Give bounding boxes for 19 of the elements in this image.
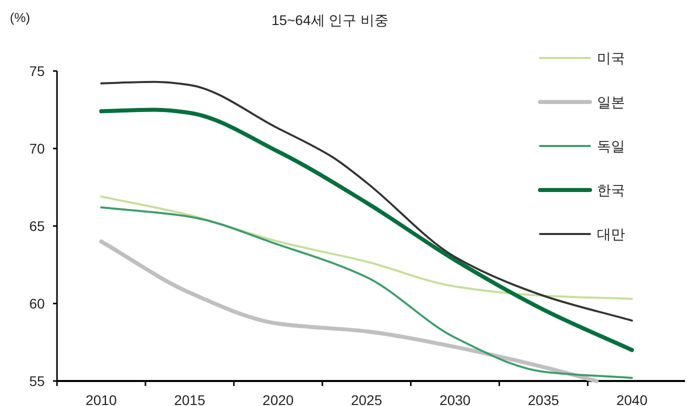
x-tick-label: 2025 xyxy=(351,392,382,406)
x-tick-label: 2035 xyxy=(528,392,560,406)
y-tick-label: 55 xyxy=(29,373,45,389)
x-tick-label: 2030 xyxy=(439,392,471,406)
chart-title: 15~64세 인구 비중 xyxy=(271,12,389,28)
legend-label: 일본 xyxy=(597,94,625,110)
legend-label: 독일 xyxy=(597,138,625,154)
x-tick-label: 2020 xyxy=(262,392,294,406)
y-tick-label: 70 xyxy=(29,140,45,156)
y-tick-label: 65 xyxy=(29,218,45,234)
y-axis-title: (%) xyxy=(10,10,30,25)
x-tick-label: 2040 xyxy=(616,392,648,406)
legend-label: 대만 xyxy=(597,226,625,242)
y-tick-label: 75 xyxy=(29,63,45,79)
x-tick-label: 2015 xyxy=(174,392,206,406)
legend-label: 한국 xyxy=(597,182,625,198)
y-tick-label: 60 xyxy=(29,296,45,312)
x-tick-label: 2010 xyxy=(86,392,118,406)
legend-label: 미국 xyxy=(597,50,625,66)
